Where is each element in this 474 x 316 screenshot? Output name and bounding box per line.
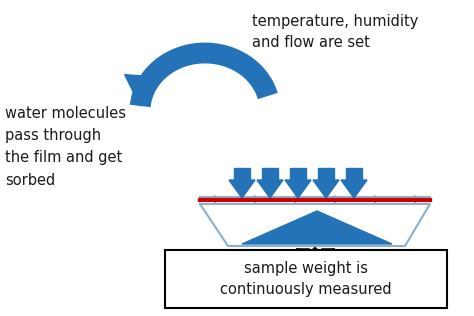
Polygon shape <box>285 180 311 198</box>
Text: sample weight is
continuously measured: sample weight is continuously measured <box>220 261 392 297</box>
Text: water molecules
pass through
the film and get
sorbed: water molecules pass through the film an… <box>5 106 126 188</box>
Polygon shape <box>290 168 306 180</box>
Text: temperature, humidity
and flow are set: temperature, humidity and flow are set <box>252 14 419 50</box>
Polygon shape <box>242 211 392 244</box>
Polygon shape <box>262 168 278 180</box>
Polygon shape <box>341 180 367 198</box>
Polygon shape <box>229 180 255 198</box>
Polygon shape <box>318 168 334 180</box>
FancyBboxPatch shape <box>165 250 447 308</box>
Polygon shape <box>257 180 283 198</box>
Polygon shape <box>313 180 339 198</box>
Polygon shape <box>293 248 337 266</box>
Polygon shape <box>125 75 161 106</box>
Polygon shape <box>346 168 362 180</box>
Polygon shape <box>234 168 250 180</box>
